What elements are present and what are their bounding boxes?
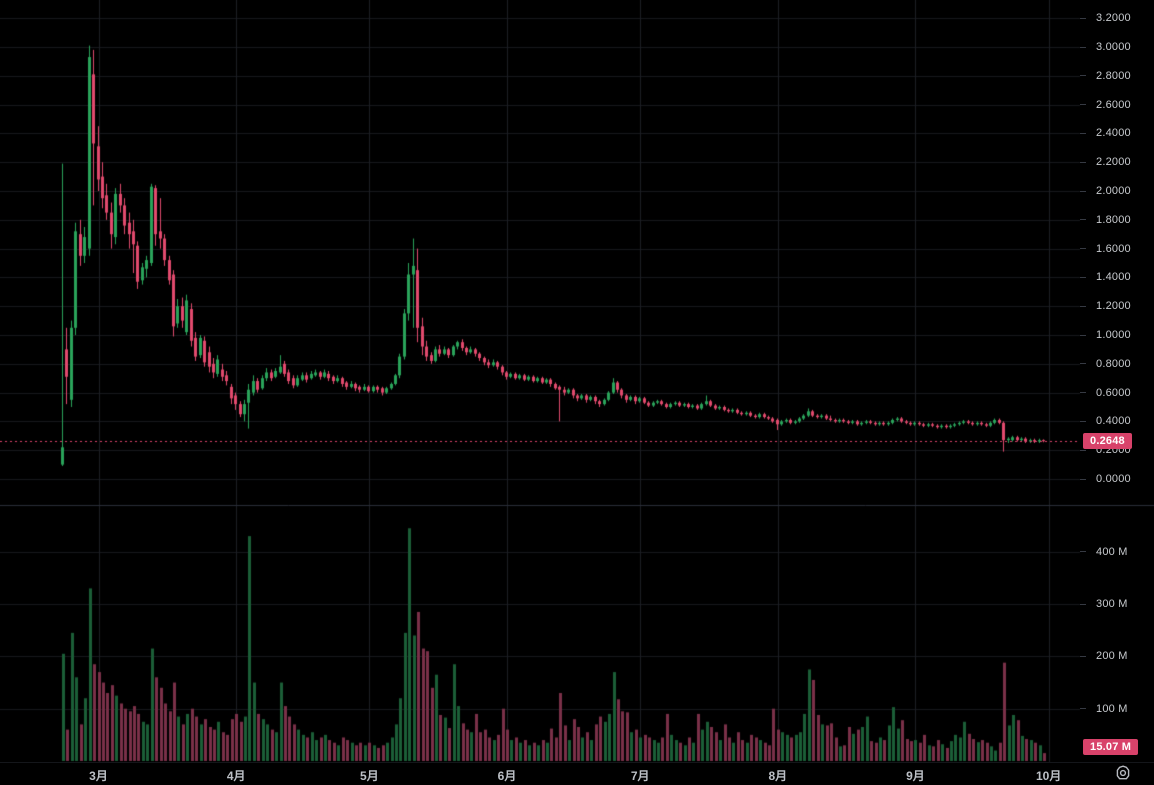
time-axis[interactable]: 3月 4月 5月 6月 7月 8月 9月 10月: [0, 762, 1154, 785]
tick-mark: [1080, 655, 1086, 657]
price-tick-label: 2.4000: [1096, 127, 1131, 140]
price-tick-label: 1.4000: [1096, 271, 1131, 284]
price-tick-label: 3.2000: [1096, 12, 1131, 25]
volume-tick-label: 400 M: [1096, 545, 1128, 558]
tick-mark: [1080, 248, 1086, 250]
price-tick: 1.4000: [1080, 270, 1154, 284]
tick-mark: [1080, 17, 1086, 19]
price-tick: 3.0000: [1080, 40, 1154, 54]
price-tick: 1.8000: [1080, 213, 1154, 227]
tick-mark: [1080, 334, 1086, 336]
tick-mark: [1080, 708, 1086, 710]
month-label: 7月: [630, 769, 650, 783]
price-tick: 0.4000: [1080, 414, 1154, 428]
tick-mark: [1080, 161, 1086, 163]
tick-mark: [1080, 305, 1086, 307]
price-tick: 1.2000: [1080, 299, 1154, 313]
tick-mark: [1080, 219, 1086, 221]
price-tick-label: 0.0000: [1096, 473, 1131, 485]
price-tick: 0.6000: [1080, 386, 1154, 400]
tick-mark: [1080, 363, 1086, 365]
current-volume-label: 15.07 M: [1083, 739, 1139, 756]
price-tick: 3.2000: [1080, 11, 1154, 25]
volume-tick-label: 300 M: [1096, 598, 1128, 611]
price-tick: 2.8000: [1080, 69, 1154, 83]
month-label: 9月: [906, 769, 925, 783]
volume-tick: 400 M: [1080, 545, 1154, 559]
volume-tick-label: 100 M: [1096, 702, 1128, 715]
price-axis[interactable]: 3.2000 3.0000 2.8000 2.6000 2.4000 2.2000 2.00…: [1080, 0, 1154, 762]
tick-mark: [1080, 603, 1086, 605]
price-tick: 2.6000: [1080, 98, 1154, 112]
tick-mark: [1080, 75, 1086, 77]
volume-tick: 100 M: [1080, 702, 1154, 716]
volume-tick: 300 M: [1080, 597, 1154, 611]
price-tick-label: 0.6000: [1096, 386, 1131, 399]
tick-mark: [1080, 392, 1086, 394]
current-price-label: 0.2648: [1083, 432, 1132, 449]
month-label: 4月: [226, 769, 246, 783]
tick-mark: [1080, 190, 1086, 192]
price-tick: 1.0000: [1080, 328, 1154, 342]
price-tick-label: 2.6000: [1096, 98, 1131, 111]
tick-mark: [1080, 449, 1086, 451]
month-label: 3月: [89, 769, 108, 783]
volume-tick-label: 200 M: [1096, 650, 1128, 663]
tick-mark: [1080, 478, 1086, 480]
price-tick-label: 1.8000: [1096, 213, 1131, 226]
volume-tick: 200 M: [1080, 649, 1154, 663]
month-label: 6月: [497, 769, 517, 783]
price-tick-label: 2.2000: [1096, 156, 1131, 169]
price-tick: 2.4000: [1080, 126, 1154, 140]
price-tick: 2.0000: [1080, 184, 1154, 198]
price-tick-label: 1.2000: [1096, 300, 1131, 313]
tick-mark: [1080, 420, 1086, 422]
price-tick: 0.8000: [1080, 357, 1154, 371]
tick-mark: [1080, 551, 1086, 553]
gear-icon[interactable]: [1113, 764, 1133, 782]
month-label: 8月: [768, 769, 788, 783]
price-tick: 2.2000: [1080, 155, 1154, 169]
price-tick: 0.0000: [1080, 472, 1154, 486]
price-tick-label: 1.6000: [1096, 242, 1131, 255]
price-tick-label: 2.8000: [1096, 69, 1131, 82]
tick-mark: [1080, 276, 1086, 278]
price-tick: 1.6000: [1080, 242, 1154, 256]
price-tick-label: 2.0000: [1096, 185, 1131, 197]
month-label: 10月: [1035, 769, 1062, 783]
price-tick-label: 0.4000: [1096, 415, 1131, 428]
month-label: 5月: [360, 769, 379, 783]
price-tick-label: 3.0000: [1096, 41, 1131, 53]
tick-mark: [1080, 132, 1086, 134]
tick-mark: [1080, 104, 1086, 106]
price-tick-label: 0.8000: [1096, 357, 1131, 370]
tick-mark: [1080, 46, 1086, 48]
price-tick-label: 1.0000: [1096, 329, 1131, 341]
